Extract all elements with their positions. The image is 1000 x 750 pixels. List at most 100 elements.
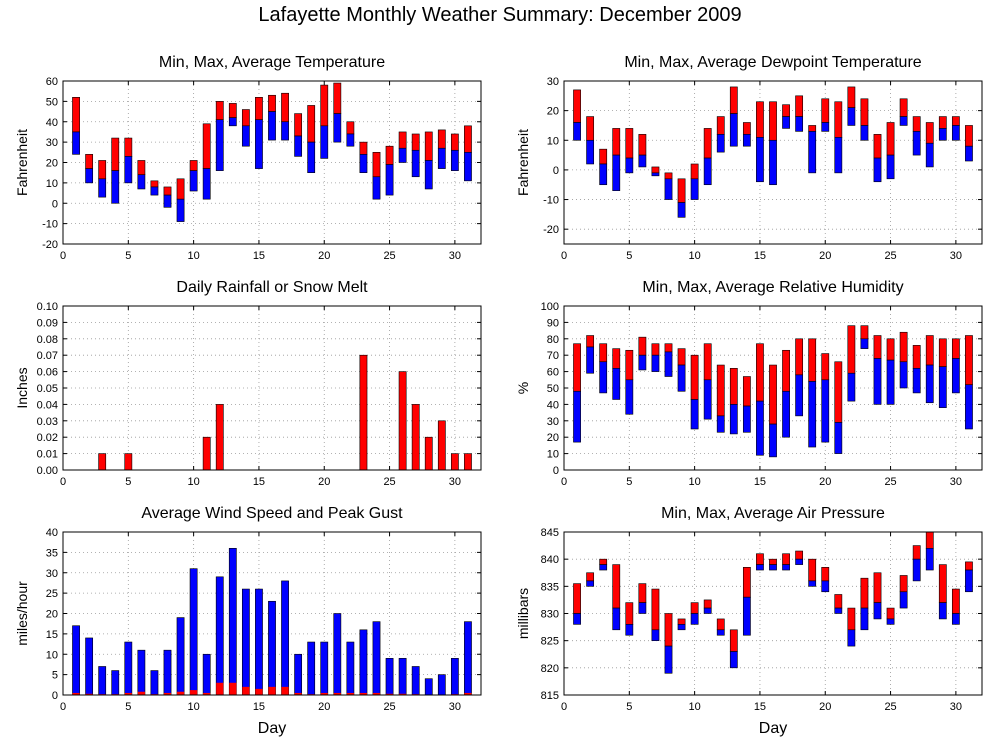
bar-lower (873, 358, 882, 405)
y-tick-label: 830 (541, 609, 559, 621)
x-tick-label: 5 (626, 250, 632, 262)
bar-lower (912, 368, 921, 394)
bar-upper (437, 129, 446, 149)
bar-lower (372, 176, 381, 200)
bar-upper (638, 583, 647, 603)
bar-upper (690, 602, 699, 614)
bar-upper (320, 84, 329, 127)
y-tick-label: 820 (541, 663, 559, 675)
bar-peak-gust (111, 670, 120, 696)
bar-upper (464, 125, 472, 153)
bar-lower (268, 111, 276, 141)
bar-upper (938, 338, 947, 367)
bar-lower (860, 607, 869, 631)
bar-upper (228, 103, 237, 118)
bar-peak-gust (359, 629, 368, 696)
bar-peak-gust (372, 621, 381, 696)
bar-upper (951, 588, 960, 614)
bar-lower (625, 624, 634, 636)
bar-upper (599, 343, 608, 363)
x-tick-label: 15 (754, 476, 766, 488)
bar-rainfall (424, 436, 433, 471)
bar-lower (938, 602, 947, 620)
bar-lower (111, 170, 120, 204)
bar-lower (834, 607, 843, 614)
bar-lower (860, 125, 869, 141)
bar-peak-gust (411, 666, 420, 696)
y-tick-label: 10 (46, 178, 58, 190)
plot-frame (563, 80, 983, 245)
y-tick-label: 0 (52, 690, 58, 702)
plot-frame (62, 531, 482, 696)
x-tick-label: 30 (449, 250, 461, 262)
y-tick-label: 0.02 (37, 432, 58, 444)
bar-lower (965, 569, 973, 593)
bar-upper (729, 629, 738, 652)
bar-lower (586, 139, 595, 165)
bar-lower (625, 157, 634, 174)
bar-upper (573, 89, 581, 123)
y-tick-label: 835 (541, 581, 559, 593)
bar-upper (690, 354, 699, 400)
bar-upper (925, 335, 934, 366)
bar-upper (651, 166, 660, 174)
bar-upper (450, 133, 459, 151)
plot-frame (563, 531, 983, 696)
y-tick-label: 815 (541, 690, 559, 702)
bar-lower (333, 113, 342, 143)
y-tick-label: 25 (46, 588, 58, 600)
bar-upper (873, 134, 882, 159)
bar-lower (411, 149, 420, 178)
y-axis-label: Inches (14, 367, 30, 408)
bar-lower (176, 198, 185, 222)
bar-lower (899, 361, 908, 389)
bar-peak-gust (424, 678, 433, 696)
bar-avg-wind (85, 693, 93, 695)
x-tick-label: 25 (884, 701, 896, 713)
bar-upper (385, 145, 394, 165)
bar-lower (202, 168, 211, 200)
x-tick-label: 0 (60, 701, 66, 713)
bar-avg-wind (346, 692, 354, 695)
x-tick-label: 30 (950, 250, 962, 262)
y-tick-label: 0.01 (37, 449, 58, 461)
bar-avg-wind (190, 690, 198, 695)
x-tick-label: 20 (819, 250, 831, 262)
bar-upper (664, 172, 673, 180)
y-tick-label: 90 (547, 317, 559, 329)
bar-lower (599, 163, 608, 186)
y-tick-label: 0.03 (37, 416, 58, 428)
bar-upper (886, 607, 895, 620)
bar-lower (769, 564, 777, 571)
y-tick-label: 845 (541, 527, 559, 539)
bar-avg-wind (72, 692, 80, 695)
y-axis-label: Fahrenheit (515, 129, 531, 196)
bar-upper (424, 131, 433, 161)
bar-upper (860, 577, 869, 609)
bar-lower (320, 125, 329, 159)
bar-upper (98, 160, 107, 180)
bar-avg-wind (372, 692, 381, 695)
bar-upper (72, 97, 80, 133)
bar-upper (742, 122, 751, 135)
bar-lower (925, 142, 934, 168)
plot-frame (62, 305, 482, 471)
bar-upper (176, 178, 185, 200)
x-tick-label: 15 (253, 250, 265, 262)
bar-upper (664, 613, 673, 647)
bar-lower (137, 174, 146, 190)
bar-upper (268, 94, 276, 112)
bar-rainfall (98, 453, 107, 471)
bar-peak-gust (150, 670, 159, 696)
bar-lower (255, 119, 263, 169)
bar-upper (703, 599, 712, 609)
bar-lower (847, 629, 856, 647)
chart-title: Daily Rainfall or Snow Melt (176, 279, 368, 296)
x-tick-label: 30 (449, 701, 461, 713)
bar-upper (742, 567, 751, 598)
y-tick-label: 60 (46, 76, 58, 88)
bar-lower (742, 134, 751, 147)
bar-lower (716, 134, 725, 153)
x-tick-label: 15 (253, 701, 265, 713)
bar-upper (925, 122, 934, 144)
